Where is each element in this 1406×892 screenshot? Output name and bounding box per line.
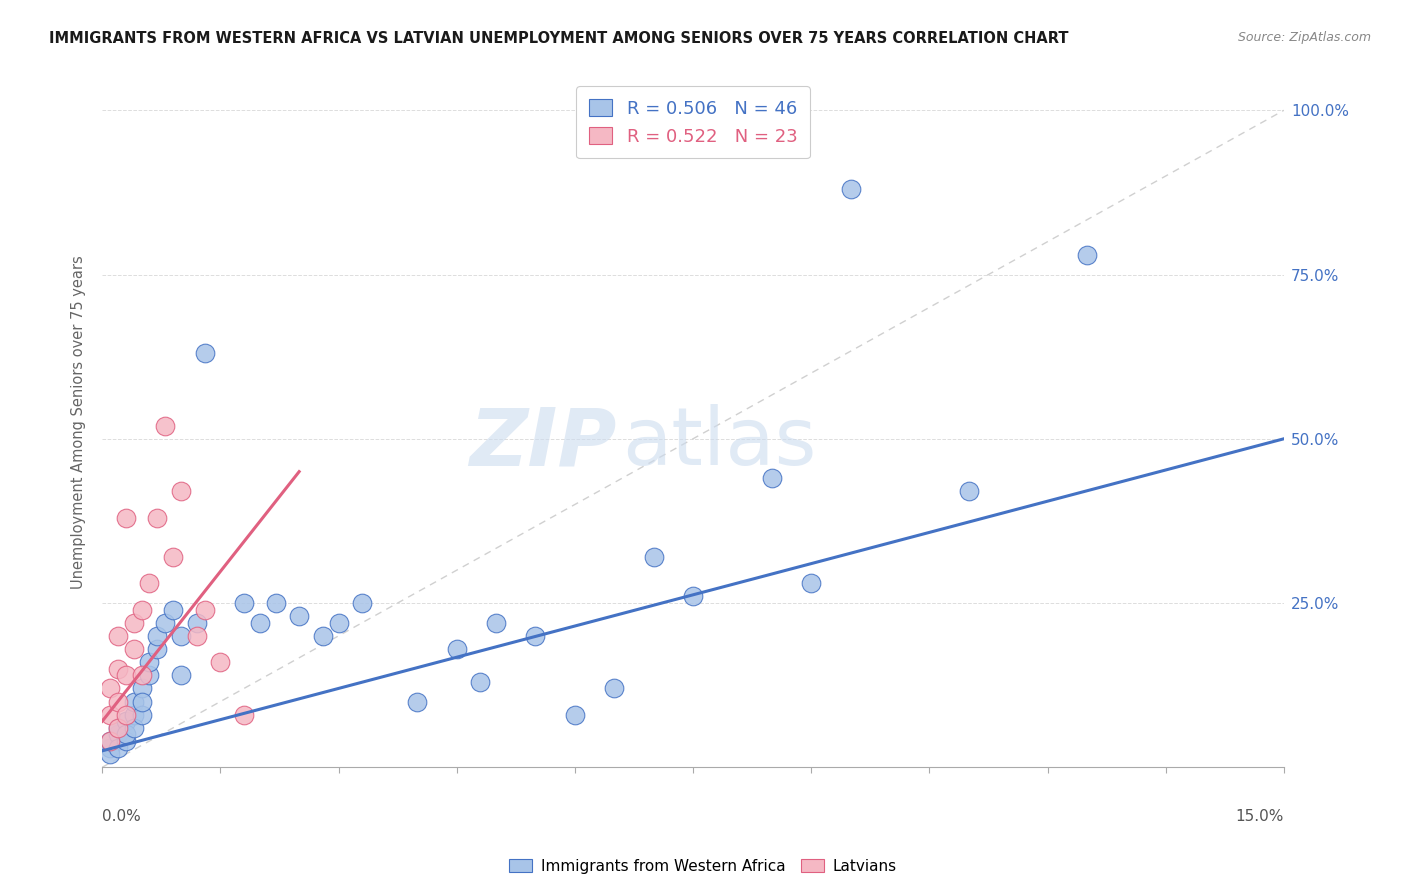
Point bbox=[131, 602, 153, 616]
Point bbox=[524, 629, 547, 643]
Point bbox=[98, 747, 121, 761]
Legend: Immigrants from Western Africa, Latvians: Immigrants from Western Africa, Latvians bbox=[503, 853, 903, 880]
Point bbox=[115, 707, 138, 722]
Point bbox=[194, 602, 217, 616]
Point bbox=[138, 668, 160, 682]
Point bbox=[186, 629, 208, 643]
Point bbox=[155, 418, 177, 433]
Point bbox=[107, 721, 129, 735]
Point bbox=[470, 674, 492, 689]
Point bbox=[107, 629, 129, 643]
Point bbox=[122, 721, 145, 735]
Text: 0.0%: 0.0% bbox=[103, 809, 141, 823]
Point bbox=[131, 668, 153, 682]
Point bbox=[186, 615, 208, 630]
Point bbox=[146, 629, 169, 643]
Point bbox=[233, 596, 256, 610]
Point bbox=[146, 642, 169, 657]
Point bbox=[800, 576, 823, 591]
Point bbox=[957, 484, 980, 499]
Y-axis label: Unemployment Among Seniors over 75 years: Unemployment Among Seniors over 75 years bbox=[72, 255, 86, 590]
Point bbox=[122, 707, 145, 722]
Point bbox=[146, 510, 169, 524]
Point bbox=[115, 510, 138, 524]
Point bbox=[209, 655, 232, 669]
Point bbox=[98, 707, 121, 722]
Point bbox=[643, 549, 665, 564]
Text: IMMIGRANTS FROM WESTERN AFRICA VS LATVIAN UNEMPLOYMENT AMONG SENIORS OVER 75 YEA: IMMIGRANTS FROM WESTERN AFRICA VS LATVIA… bbox=[49, 31, 1069, 46]
Point bbox=[98, 681, 121, 696]
Point bbox=[564, 707, 586, 722]
Point bbox=[131, 681, 153, 696]
Point bbox=[603, 681, 626, 696]
Point bbox=[328, 615, 350, 630]
Point bbox=[107, 727, 129, 741]
Point bbox=[107, 740, 129, 755]
Point bbox=[131, 695, 153, 709]
Point bbox=[115, 727, 138, 741]
Point bbox=[115, 714, 138, 729]
Legend: R = 0.506   N = 46, R = 0.522   N = 23: R = 0.506 N = 46, R = 0.522 N = 23 bbox=[576, 87, 810, 159]
Point bbox=[406, 695, 429, 709]
Text: atlas: atlas bbox=[621, 404, 817, 482]
Point bbox=[170, 484, 193, 499]
Point bbox=[131, 707, 153, 722]
Text: ZIP: ZIP bbox=[468, 404, 616, 482]
Point bbox=[115, 734, 138, 748]
Point bbox=[162, 602, 184, 616]
Point bbox=[138, 655, 160, 669]
Point bbox=[352, 596, 374, 610]
Point bbox=[98, 734, 121, 748]
Point bbox=[264, 596, 287, 610]
Point bbox=[446, 642, 468, 657]
Point bbox=[233, 707, 256, 722]
Point bbox=[288, 609, 311, 624]
Point bbox=[98, 740, 121, 755]
Point bbox=[761, 471, 783, 485]
Point bbox=[682, 590, 704, 604]
Point bbox=[122, 615, 145, 630]
Point bbox=[485, 615, 508, 630]
Text: 15.0%: 15.0% bbox=[1236, 809, 1284, 823]
Point bbox=[122, 695, 145, 709]
Point bbox=[98, 734, 121, 748]
Point bbox=[115, 668, 138, 682]
Point bbox=[170, 629, 193, 643]
Point bbox=[170, 668, 193, 682]
Point bbox=[107, 695, 129, 709]
Point bbox=[138, 576, 160, 591]
Text: Source: ZipAtlas.com: Source: ZipAtlas.com bbox=[1237, 31, 1371, 45]
Point bbox=[839, 182, 862, 196]
Point bbox=[312, 629, 335, 643]
Point bbox=[107, 721, 129, 735]
Point bbox=[194, 346, 217, 360]
Point bbox=[155, 615, 177, 630]
Point bbox=[1076, 248, 1098, 262]
Point bbox=[162, 549, 184, 564]
Point bbox=[107, 662, 129, 676]
Point bbox=[122, 642, 145, 657]
Point bbox=[249, 615, 271, 630]
